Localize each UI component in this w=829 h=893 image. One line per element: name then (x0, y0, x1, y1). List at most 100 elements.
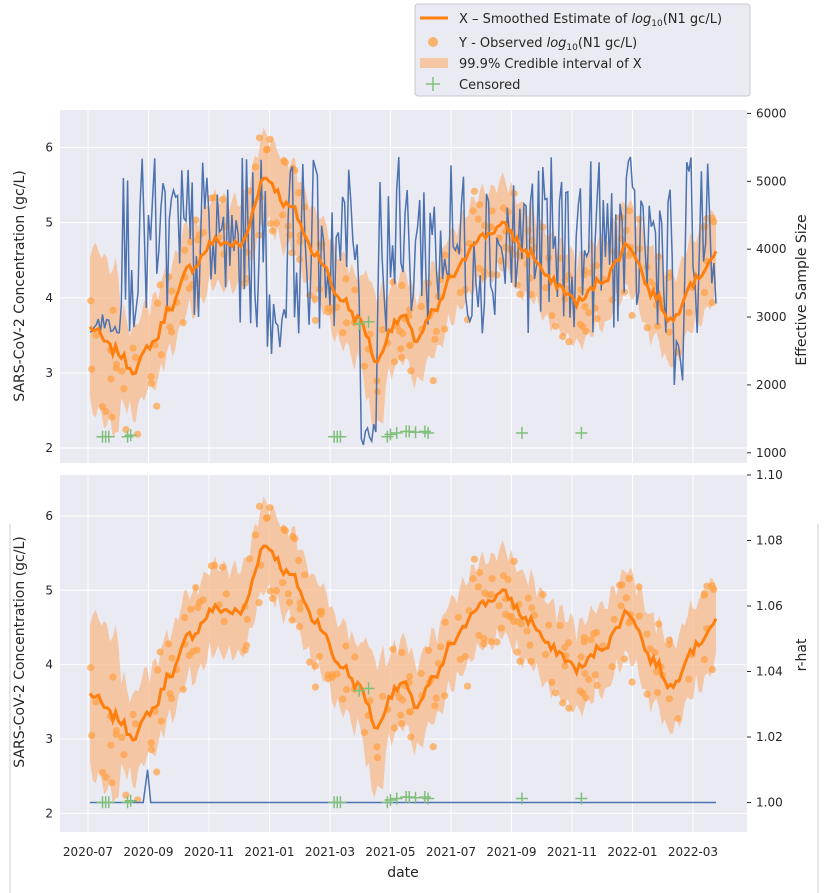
observed-point (530, 611, 539, 619)
observed-point (493, 638, 501, 646)
observed-point (109, 306, 117, 314)
observed-point (122, 426, 130, 434)
observed-point (268, 227, 277, 235)
observed-point (108, 413, 116, 421)
censored-marker (418, 425, 431, 438)
observed-point (470, 555, 478, 563)
censored-marker (124, 429, 137, 442)
observed-point (454, 613, 462, 621)
observed-point (406, 708, 414, 716)
bottom-left-axis-label: SARS-CoV-2 Concentration (gc/L) (12, 536, 28, 767)
tick-label: 6 (45, 141, 53, 155)
tick-label: 1.06 (756, 599, 783, 613)
observed-point (251, 531, 260, 539)
censored-marker (515, 426, 528, 439)
observed-point (469, 575, 477, 583)
observed-point (272, 219, 281, 227)
observed-point (316, 240, 324, 248)
observed-point (192, 584, 200, 592)
censored-marker (121, 796, 134, 809)
observed-point (255, 599, 263, 607)
observed-point (284, 590, 292, 598)
observed-point (156, 648, 164, 656)
observed-point (432, 694, 440, 702)
tick-label: 2021-09 (486, 845, 536, 859)
observed-point (470, 187, 478, 195)
observed-point (552, 689, 560, 697)
observed-point (185, 284, 193, 292)
tick-label: 1.04 (756, 665, 783, 679)
observed-point (516, 290, 524, 298)
censored-marker (121, 430, 134, 443)
observed-point (434, 659, 442, 667)
observed-point (406, 341, 414, 349)
observed-point (528, 604, 536, 612)
observed-point (112, 364, 120, 372)
observed-point (131, 720, 140, 728)
observed-point (499, 204, 508, 212)
observed-point (194, 603, 202, 612)
observed-point (88, 365, 96, 373)
observed-point (218, 563, 227, 571)
observed-point (431, 335, 439, 343)
observed-point (288, 249, 296, 257)
observed-point (360, 728, 368, 737)
observed-point (316, 608, 324, 616)
observed-point (296, 623, 304, 631)
observed-point (243, 642, 251, 650)
observed-point (179, 685, 187, 694)
observed-point (608, 663, 616, 671)
observed-point (475, 201, 484, 209)
observed-point (564, 639, 573, 647)
observed-point (441, 692, 449, 700)
observed-point (643, 690, 651, 698)
observed-point (587, 636, 595, 644)
observed-point (579, 323, 587, 331)
observed-point (577, 653, 585, 661)
observed-point (514, 618, 522, 626)
observed-point (218, 195, 227, 204)
observed-point (591, 671, 599, 679)
observed-point (220, 617, 228, 626)
observed-point (398, 281, 406, 289)
observed-point (487, 637, 495, 646)
observed-point (513, 648, 521, 656)
observed-point (526, 274, 534, 282)
censored-marker (124, 794, 137, 807)
observed-point (129, 711, 137, 719)
observed-point (316, 652, 324, 660)
observed-point (685, 675, 693, 683)
observed-point (643, 324, 651, 332)
observed-point (266, 504, 274, 512)
observed-point (285, 598, 294, 607)
observed-point (285, 231, 294, 239)
observed-point (333, 670, 341, 678)
observed-point (651, 648, 659, 657)
observed-point (397, 345, 405, 353)
observed-point (407, 367, 415, 375)
tick-label: 3 (45, 732, 53, 746)
tick-label: 4000 (756, 242, 787, 256)
observed-point (480, 640, 488, 648)
observed-point (441, 251, 449, 259)
observed-point (296, 605, 304, 613)
legend: X – Smoothed Estimate of log10(N1 gc/L) … (414, 3, 751, 97)
tick-label: 5000 (756, 174, 787, 188)
observed-point (373, 754, 381, 762)
observed-point (263, 146, 271, 154)
legend-interval-swatch (420, 58, 448, 68)
observed-point (134, 430, 142, 438)
observed-point (339, 329, 347, 337)
tick-label: 3000 (756, 310, 787, 324)
censored-marker (353, 684, 366, 697)
tick-label: 2 (45, 441, 53, 455)
x-axis-label: date (387, 865, 419, 881)
observed-point (129, 344, 137, 352)
observed-point (506, 613, 514, 621)
observed-point (481, 221, 489, 230)
observed-point (708, 582, 716, 590)
observed-point (157, 717, 165, 725)
observed-point (654, 322, 662, 330)
observed-point (301, 571, 309, 579)
observed-point (88, 731, 96, 740)
